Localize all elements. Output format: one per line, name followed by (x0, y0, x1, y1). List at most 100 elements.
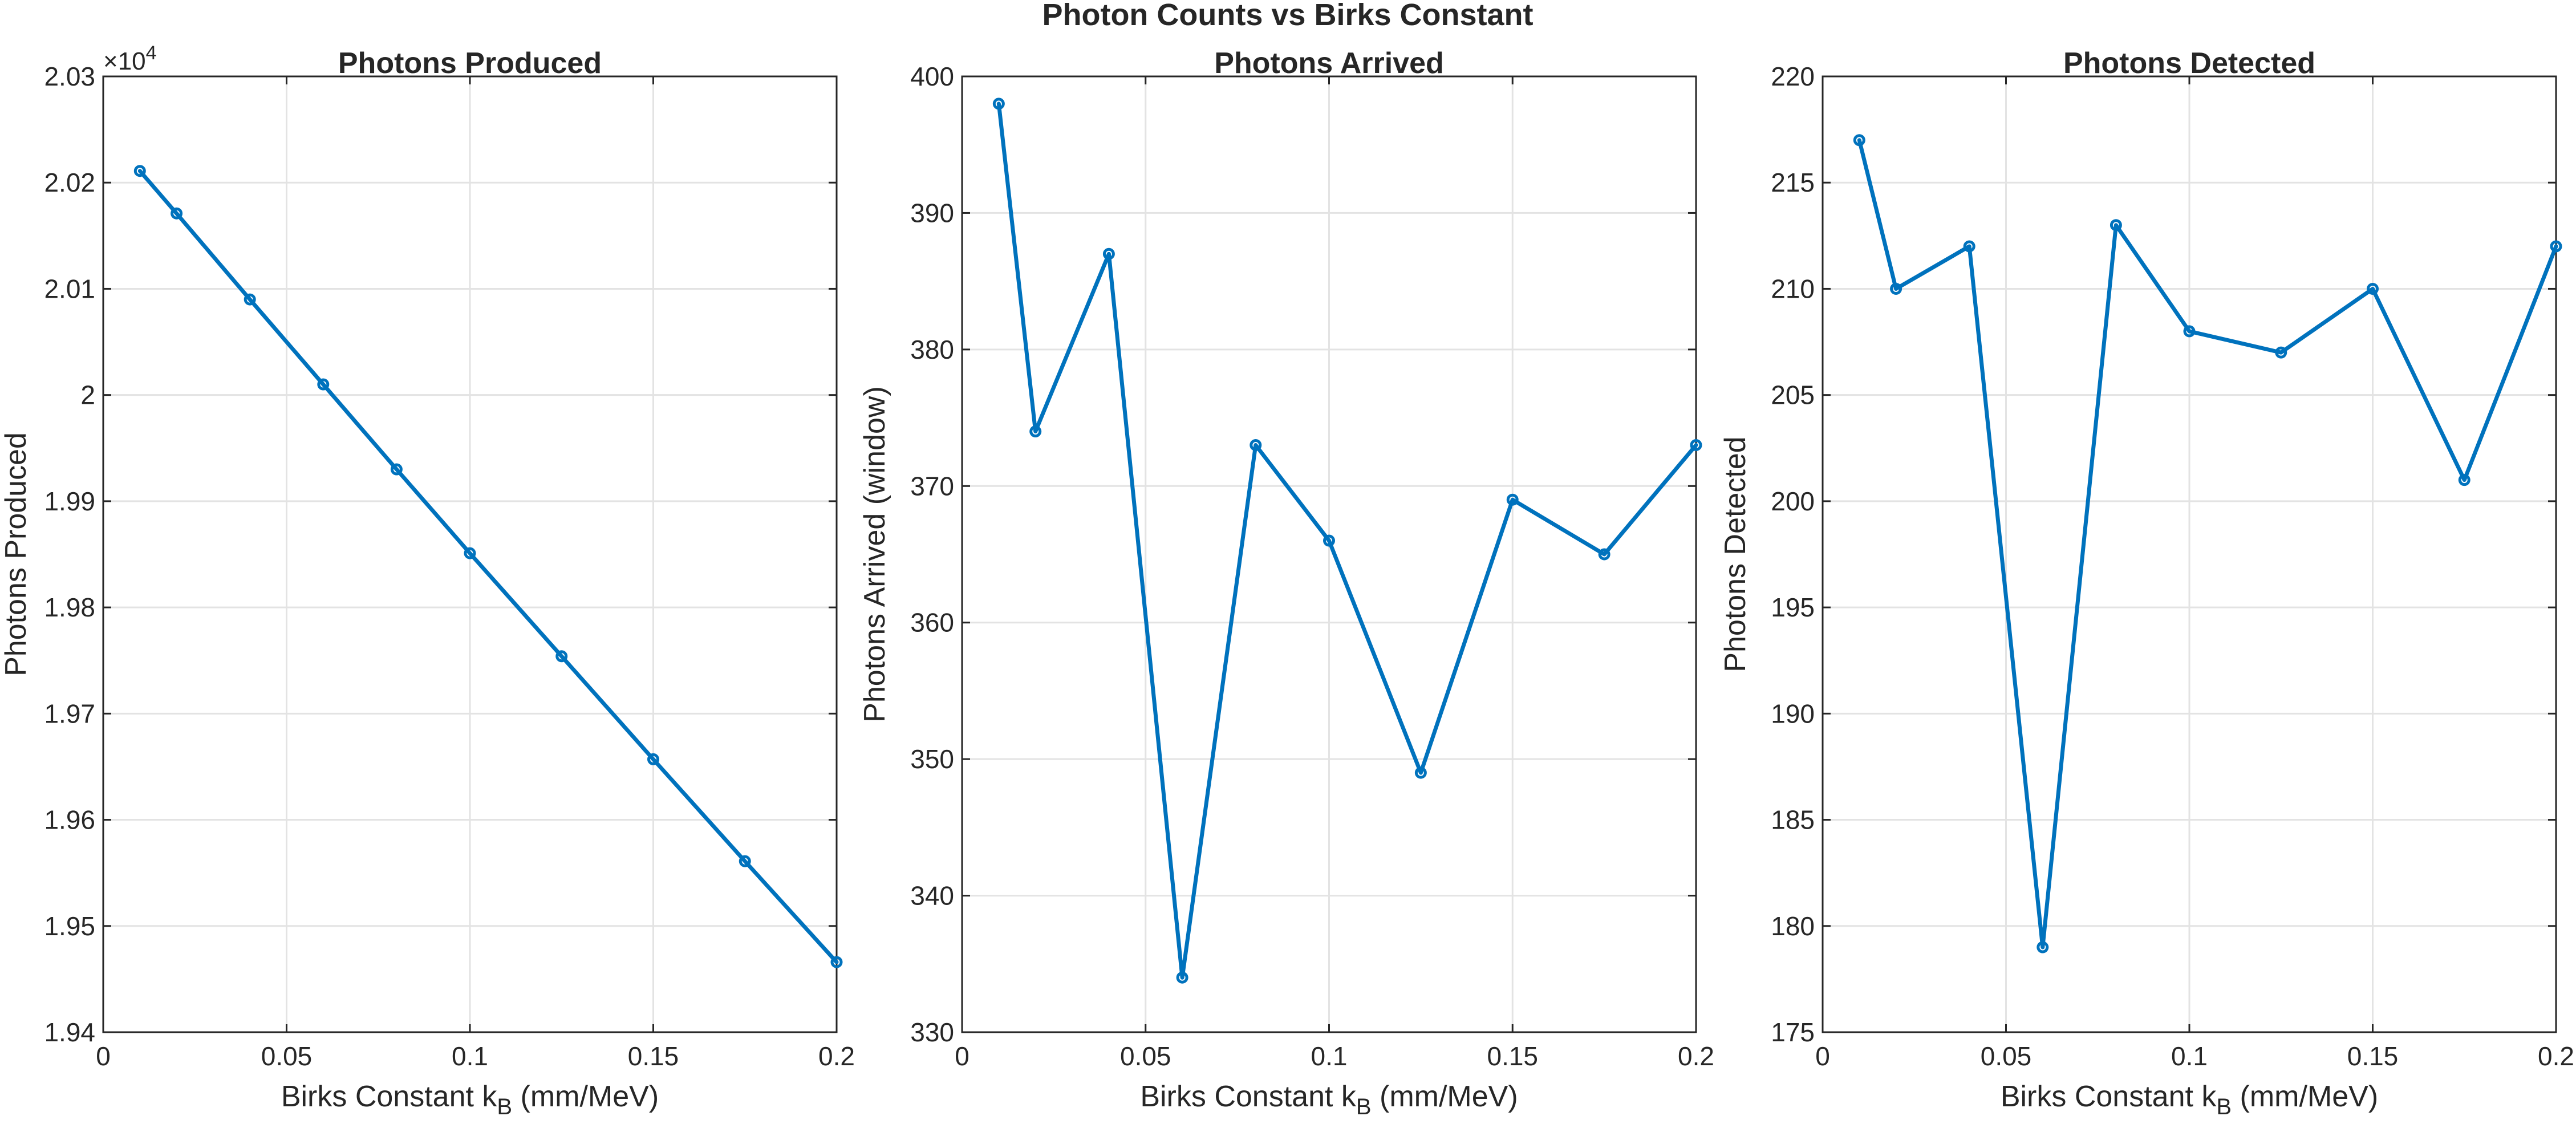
y-tick-label: 205 (1771, 380, 1815, 410)
y-tick-label: 1.96 (44, 805, 95, 835)
data-point (1414, 766, 1427, 779)
x-tick-label: 0 (96, 1041, 111, 1071)
y-tick-label: 2.02 (44, 168, 95, 197)
panel-photons-arrived: 0 0.05 0.1 0.15 0.2 330 340 350 360 370 380 390 400… (858, 47, 1714, 1119)
y-tick-label: 2.01 (44, 274, 95, 303)
tick-marks (961, 75, 1697, 1033)
y-tick-label: 2 (80, 380, 95, 410)
y-tick-label: 210 (1771, 274, 1815, 303)
x-tick-label: 0.15 (2347, 1041, 2399, 1071)
data-point (1598, 548, 1610, 561)
y-axis-label: Photons Detected (1719, 436, 1752, 672)
series-layer (1853, 134, 2562, 953)
x-tick-label: 0.05 (1120, 1041, 1171, 1071)
data-point (317, 378, 330, 391)
data-point (1963, 240, 1975, 253)
data-point (2458, 474, 2470, 486)
y-tick-label: 195 (1771, 593, 1815, 622)
x-axis-label-main: Birks Constant k (2001, 1080, 2217, 1113)
x-tick-label: 0.1 (2171, 1041, 2208, 1071)
x-tick-labels: 0 0.05 0.1 0.15 0.2 (96, 1041, 855, 1071)
data-point (133, 165, 146, 177)
panel-photons-produced: 0 0.05 0.1 0.15 0.2 1.94 1.95 1.96 1.97 1.98 1.99… (0, 42, 855, 1119)
x-axis-label-main: Birks Constant k (1140, 1080, 1357, 1113)
series-layer (992, 98, 1702, 984)
x-axis-label-subscript: B (497, 1094, 512, 1119)
data-point (2110, 219, 2122, 232)
x-tick-label: 0.2 (818, 1041, 855, 1071)
y-tick-label: 330 (910, 1017, 954, 1047)
x-tick-label: 0.05 (261, 1041, 313, 1071)
data-point (2037, 941, 2049, 953)
x-tick-label: 0.1 (1311, 1041, 1348, 1071)
data-point (2367, 282, 2379, 295)
data-point (464, 547, 476, 559)
y-tick-label: 185 (1771, 805, 1815, 835)
data-point (171, 207, 183, 220)
data-point (2183, 325, 2196, 338)
y-exponent-label: ×104 (103, 42, 157, 75)
grid-lines (1823, 76, 2556, 1032)
x-tick-labels: 0 0.05 0.1 0.15 0.2 (955, 1041, 1714, 1071)
series-line (1857, 138, 2558, 949)
panel-photons-detected: 0 0.05 0.1 0.15 0.2 175 180 185 190 195 200 205 210… (1719, 47, 2574, 1119)
data-point (1853, 134, 1865, 147)
series-line (137, 169, 839, 964)
y-axis-label: Photons Produced (0, 432, 33, 676)
x-axis-label: Birks Constant kB (mm/MeV) (1140, 1080, 1518, 1119)
x-axis-label-subscript: B (1356, 1094, 1372, 1119)
x-tick-label: 0.2 (1678, 1041, 1714, 1071)
x-tick-labels: 0 0.05 0.1 0.15 0.2 (1815, 1041, 2574, 1071)
y-tick-label: 200 (1771, 486, 1815, 516)
data-point (1250, 439, 1262, 451)
data-point (830, 956, 843, 968)
series-layer (133, 165, 843, 968)
y-tick-label: 340 (910, 881, 954, 911)
y-tick-label: 1.98 (44, 593, 95, 622)
tick-marks (102, 75, 838, 1033)
y-tick-labels: 1.94 1.95 1.96 1.97 1.98 1.99 2 2.01 2.02 2.03 (44, 62, 95, 1047)
y-tick-label: 360 (910, 608, 954, 638)
y-tick-label: 215 (1771, 168, 1815, 197)
data-point (555, 650, 568, 663)
x-tick-label: 0.15 (628, 1041, 679, 1071)
data-point (1323, 534, 1335, 547)
y-tick-label: 2.03 (44, 62, 95, 91)
axes-title: Photons Produced (338, 47, 602, 80)
series-line (996, 102, 1698, 980)
y-axis-label: Photons Arrived (window) (858, 386, 891, 723)
grid-lines (962, 76, 1696, 1032)
y-exponent-power: 4 (146, 42, 157, 64)
y-tick-label: 370 (910, 471, 954, 501)
figure-title: Photon Counts vs Birks Constant (1042, 0, 1533, 32)
x-tick-label: 0 (955, 1041, 969, 1071)
data-point (1102, 247, 1115, 260)
x-tick-label: 0.15 (1487, 1041, 1538, 1071)
data-point (2275, 346, 2287, 359)
y-tick-label: 380 (910, 335, 954, 364)
x-tick-label: 0 (1815, 1041, 1830, 1071)
data-point (244, 293, 256, 306)
data-point (2550, 240, 2562, 253)
x-tick-label: 0.05 (1981, 1041, 2032, 1071)
y-tick-label: 1.95 (44, 911, 95, 941)
x-axis-label-unit: (mm/MeV) (512, 1080, 659, 1113)
data-point (1506, 493, 1519, 506)
y-tick-label: 175 (1771, 1017, 1815, 1047)
x-axis-label-subscript: B (2216, 1094, 2232, 1119)
data-point (992, 98, 1005, 110)
y-exponent-base: ×10 (103, 47, 146, 75)
y-tick-label: 180 (1771, 911, 1815, 941)
y-tick-label: 390 (910, 198, 954, 228)
y-tick-labels: 175 180 185 190 195 200 205 210 215 220 (1771, 62, 1815, 1047)
y-tick-label: 1.94 (44, 1017, 95, 1047)
x-axis-label-unit: (mm/MeV) (1372, 1080, 1518, 1113)
y-tick-label: 1.99 (44, 486, 95, 516)
data-point (1029, 425, 1042, 438)
y-tick-labels: 330 340 350 360 370 380 390 400 (910, 62, 954, 1047)
x-axis-label: Birks Constant kB (mm/MeV) (281, 1080, 659, 1119)
data-point (390, 463, 403, 476)
x-axis-label: Birks Constant kB (mm/MeV) (2001, 1080, 2378, 1119)
